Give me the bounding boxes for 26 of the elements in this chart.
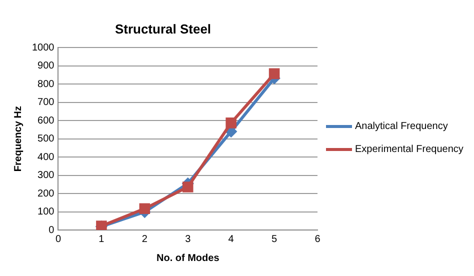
y-tick-label: 400 xyxy=(38,152,55,163)
legend-label: Experimental Frequency xyxy=(355,144,464,155)
y-tick-label: 700 xyxy=(38,97,55,108)
point xyxy=(139,203,150,214)
point xyxy=(182,182,194,192)
x-tick-label: 3 xyxy=(185,234,192,245)
x-axis-title: No. of Modes xyxy=(156,252,220,264)
y-axis-title: Frequency Hz xyxy=(12,106,24,172)
x-tick-label: 5 xyxy=(272,234,278,245)
y-tick-label: 100 xyxy=(38,206,55,218)
chart-title: Structural Steel xyxy=(114,21,212,36)
point xyxy=(268,68,280,80)
y-tick-label: 800 xyxy=(38,78,55,90)
y-tick-label: 200 xyxy=(38,188,55,200)
y-tick-label: 300 xyxy=(38,170,55,182)
legend-label: Analytical Frequency xyxy=(355,121,448,132)
y-tick-label: 600 xyxy=(38,115,55,126)
y-tick-label: 1000 xyxy=(32,42,55,54)
point xyxy=(226,118,236,128)
x-tick-label: 1 xyxy=(98,234,105,245)
y-tick-label: 900 xyxy=(38,60,55,72)
x-tick-label: 2 xyxy=(142,234,148,245)
x-tick-label: 6 xyxy=(314,234,321,245)
x-tick-label: 4 xyxy=(228,234,234,245)
y-tick-label: 0 xyxy=(48,224,55,236)
y-tick-label: 500 xyxy=(38,134,55,145)
